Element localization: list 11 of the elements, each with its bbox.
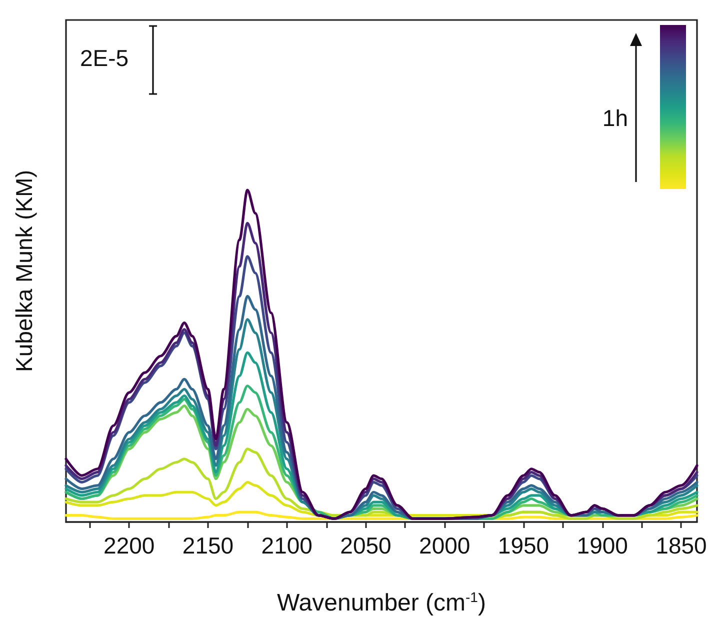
x-tick-label: 2200 (104, 532, 155, 558)
text: 1h (602, 105, 628, 131)
x-tick-label: 2000 (419, 532, 470, 558)
x-tick-label: 1900 (576, 532, 628, 558)
y-axis-title: Kubelka Munk (KM) (11, 170, 37, 372)
x-tick-label: 2050 (340, 532, 392, 558)
x-tick-label: 2100 (261, 532, 312, 558)
x-tick-label: 1950 (498, 532, 550, 558)
text: 2E-5 (80, 45, 129, 71)
x-tick-label: 1850 (656, 532, 707, 558)
x-tick-label: 2150 (182, 532, 234, 558)
